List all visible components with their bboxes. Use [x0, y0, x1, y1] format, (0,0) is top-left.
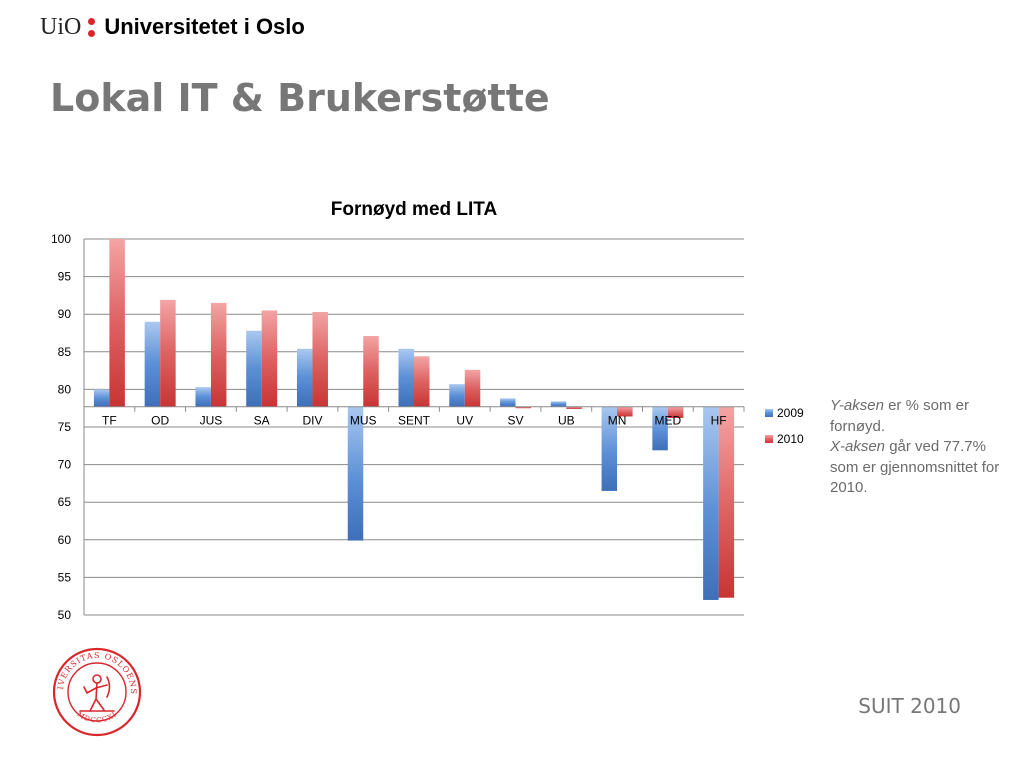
y-tick-label: 65: [58, 495, 72, 509]
x-tick-label-uv: UV: [456, 414, 473, 428]
bar-hf-2010: [718, 406, 735, 598]
x-tick-label-mus: MUS: [350, 414, 377, 428]
bar-tf-2010: [109, 239, 125, 407]
uio-logo-name: Universitetet i Oslo: [104, 14, 305, 39]
legend-label-2010: 2010: [777, 432, 804, 446]
y-tick-label: 85: [58, 345, 72, 359]
legend-swatch-2009: [765, 409, 773, 417]
x-tick-label-jus: JUS: [200, 414, 223, 428]
y-tick-label: 95: [58, 270, 72, 284]
x-tick-label-sv: SV: [508, 414, 524, 428]
axis-note: Y-aksen er % som er fornøyd. X-aksen går…: [830, 396, 1010, 499]
x-tick-label-ub: UB: [558, 414, 575, 428]
uio-logo: UiO Universitetet i Oslo: [40, 12, 305, 42]
bar-jus-2010: [210, 302, 227, 407]
x-tick-label-sent: SENT: [398, 414, 431, 428]
bar-med-2010: [667, 406, 684, 418]
y-tick-label: 80: [58, 382, 72, 396]
bar-sv-2009: [500, 398, 516, 407]
svg-text:MDCCCXI: MDCCCXI: [76, 710, 119, 724]
bar-od-2009: [144, 321, 161, 407]
bar-ub-2010: [566, 406, 582, 409]
bar-sent-2009: [398, 348, 414, 407]
y-tick-label: 100: [51, 232, 71, 246]
y-tick-label: 75: [58, 420, 72, 434]
note-x-axis-label: X-aksen: [830, 438, 886, 455]
slide-title: Lokal IT & Brukerstøtte: [50, 76, 550, 120]
bar-mus-2010: [363, 336, 379, 407]
bar-sa-2010: [261, 310, 278, 407]
bar-div-2010: [312, 311, 328, 407]
y-tick-label: 60: [58, 533, 72, 547]
x-tick-label-sa: SA: [254, 414, 270, 428]
bar-mn-2010: [617, 406, 633, 417]
bar-jus-2009: [195, 387, 211, 407]
university-seal-icon: UNIVERSITAS OSLOENSIS MDCCCXI: [52, 647, 142, 737]
bar-uv-2010: [464, 369, 481, 407]
uio-logo-short: UiO: [40, 13, 82, 40]
legend-label-2009: 2009: [777, 406, 804, 420]
x-tick-label-od: OD: [151, 414, 169, 428]
footer-text: SUIT 2010: [858, 694, 961, 718]
bar-div-2009: [296, 348, 313, 407]
note-x-axis-text: går ved 77.7% som er gjennomsnittet for …: [830, 438, 1000, 496]
chart-title: Fornøyd med LITA: [331, 199, 498, 220]
bar-ub-2009: [550, 401, 567, 407]
bar-hf-2009: [703, 406, 719, 600]
y-tick-label: 50: [58, 608, 72, 622]
bar-od-2010: [160, 299, 176, 407]
x-tick-label-mn: MN: [608, 414, 627, 428]
uio-logo-dots: [88, 17, 96, 37]
x-tick-label-med: MED: [655, 414, 682, 428]
note-x-axis: X-aksen går ved 77.7% som er gjennomsnit…: [830, 437, 1010, 499]
x-tick-label-tf: TF: [102, 414, 117, 428]
bar-mn-2009: [601, 406, 618, 491]
bar-tf-2009: [93, 389, 110, 407]
note-y-axis-text: er % som er fornøyd.: [830, 397, 969, 435]
y-tick-label: 70: [58, 458, 72, 472]
bar-med-2009: [652, 406, 668, 451]
bar-sent-2010: [414, 356, 430, 407]
bar-mus-2009: [347, 406, 364, 541]
note-y-axis: Y-aksen er % som er fornøyd.: [830, 396, 1010, 437]
x-tick-label-div: DIV: [302, 414, 322, 428]
bar-sa-2009: [246, 330, 262, 407]
note-y-axis-label: Y-aksen: [830, 397, 884, 414]
x-tick-label-hf: HF: [711, 414, 727, 428]
y-tick-label: 90: [58, 307, 72, 321]
legend-swatch-2010: [765, 435, 773, 443]
y-tick-label: 55: [58, 570, 72, 584]
bar-uv-2009: [449, 384, 465, 407]
bar-sv-2010: [515, 406, 532, 409]
